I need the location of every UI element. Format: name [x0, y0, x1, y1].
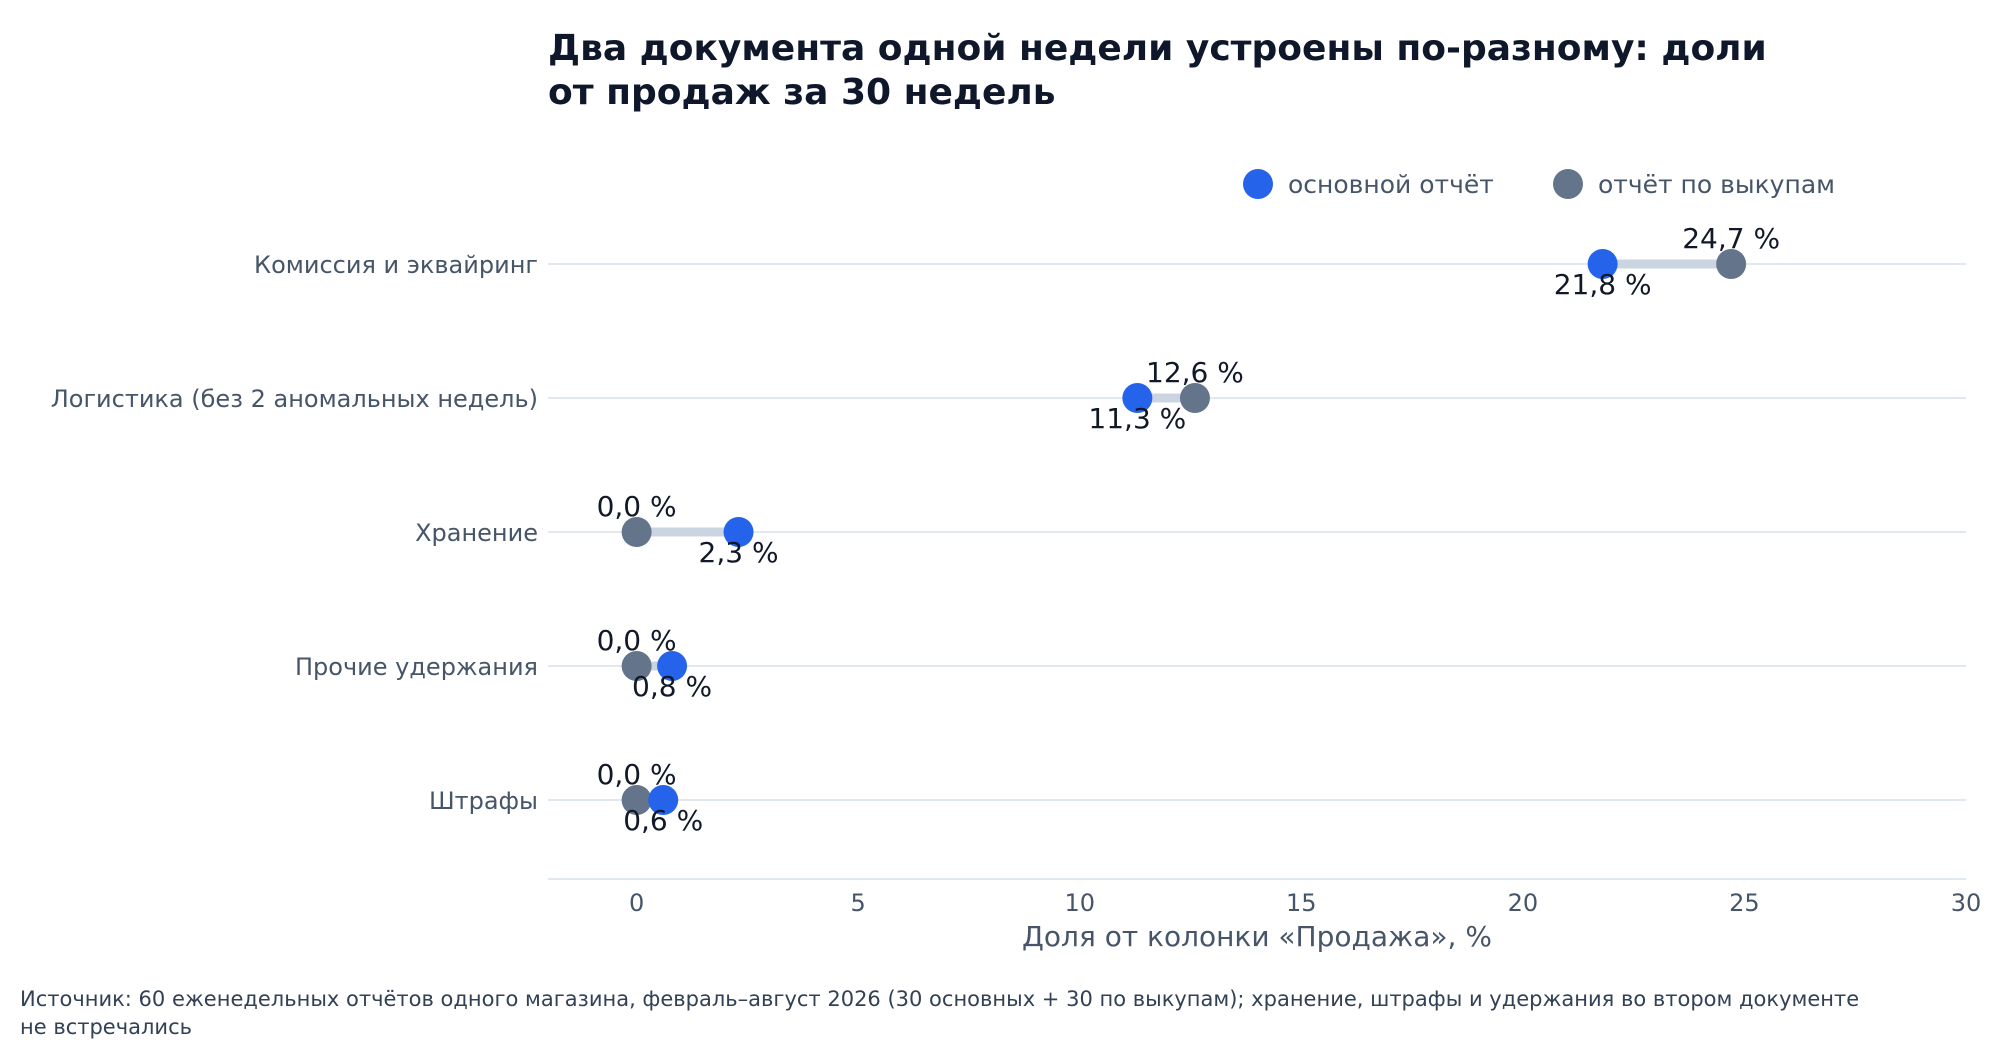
source-note-line-2: не встречались	[20, 1015, 192, 1039]
legend-marker-main-report	[1243, 169, 1273, 199]
x-tick-label: 15	[1286, 889, 1317, 917]
value-label-buyout-report: 0,0 %	[597, 624, 677, 657]
legend-marker-buyout-report	[1553, 169, 1583, 199]
x-axis: 0 5 10 15 20 25 30	[548, 878, 1982, 917]
category-label: Хранение	[415, 519, 538, 547]
category-label: Штрафы	[429, 787, 538, 815]
point-main-report	[723, 517, 754, 547]
x-tick-label: 10	[1064, 889, 1095, 917]
x-tick-label: 20	[1508, 889, 1539, 917]
source-note-line-1: Источник: 60 еженедельных отчётов одного…	[20, 987, 1859, 1011]
chart-marks: 21,8 % 24,7 % 11,3 % 12,6 % 2,3 % 0,0 % 0,8 % 0…	[597, 222, 1780, 837]
value-label-main-report: 0,8 %	[632, 670, 712, 703]
x-axis-label: Доля от колонки «Продажа», %	[1022, 920, 1492, 953]
point-buyout-report	[1179, 383, 1210, 413]
point-buyout-report	[621, 517, 652, 547]
x-tick-label: 30	[1951, 889, 1982, 917]
x-tick-label: 0	[629, 889, 644, 917]
value-label-buyout-report: 12,6 %	[1146, 356, 1244, 389]
legend: основной отчёт отчёт по выкупам	[1243, 169, 1835, 199]
point-main-report	[1587, 249, 1618, 279]
point-main-report	[1122, 383, 1153, 413]
gridlines: Комиссия и эквайринг Логистика (без 2 ано…	[51, 251, 1966, 815]
value-label-main-report: 2,3 %	[699, 536, 779, 569]
legend-label-buyout-report: отчёт по выкупам	[1598, 170, 1835, 199]
category-label: Логистика (без 2 аномальных недель)	[51, 385, 538, 413]
value-label-main-report: 0,6 %	[623, 804, 703, 837]
value-label-main-report: 21,8 %	[1554, 268, 1652, 301]
value-label-buyout-report: 24,7 %	[1682, 222, 1780, 255]
chart-title-line-1: Два документа одной недели устроены по-р…	[548, 28, 1767, 69]
point-buyout-report	[621, 651, 652, 681]
value-label-buyout-report: 0,0 %	[597, 758, 677, 791]
point-main-report	[648, 785, 679, 815]
point-buyout-report	[621, 785, 652, 815]
x-tick-label: 25	[1729, 889, 1760, 917]
category-label: Прочие удержания	[295, 653, 538, 681]
legend-label-main-report: основной отчёт	[1288, 170, 1494, 199]
point-main-report	[657, 651, 688, 681]
point-buyout-report	[1716, 249, 1747, 279]
value-label-buyout-report: 0,0 %	[597, 490, 677, 523]
chart-title-line-2: от продаж за 30 недель	[548, 72, 1056, 113]
category-label: Комиссия и эквайринг	[254, 251, 538, 279]
x-tick-label: 5	[851, 889, 866, 917]
value-label-main-report: 11,3 %	[1088, 402, 1186, 435]
